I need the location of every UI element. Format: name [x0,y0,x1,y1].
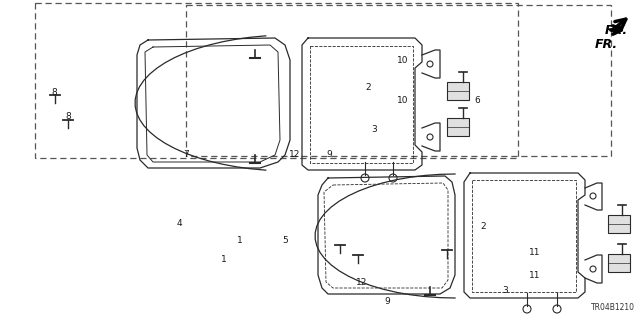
Text: 10: 10 [397,96,409,105]
Text: FR.: FR. [605,24,628,37]
Bar [447,82,469,100]
Text: 4: 4 [177,219,182,228]
Text: TR04B1210: TR04B1210 [591,303,635,312]
Text: 6: 6 [474,96,479,105]
Bar [447,118,469,136]
Text: FR.: FR. [595,38,618,51]
Text: 1: 1 [221,256,227,264]
Text: 3: 3 [372,125,377,134]
Text: 2: 2 [365,83,371,92]
Text: 12: 12 [356,278,367,287]
Text: 1: 1 [237,236,243,245]
Text: 10: 10 [397,56,409,65]
Bar [186,5,611,156]
Text: 7: 7 [183,150,188,159]
Bar [608,215,630,233]
Text: 3: 3 [503,286,508,295]
Text: 8: 8 [52,88,57,97]
Text: 9: 9 [385,297,390,306]
Text: 2: 2 [481,222,486,231]
Bar [35,3,518,158]
Bar [608,254,630,272]
Text: 9: 9 [327,150,332,159]
Text: 8: 8 [66,112,71,121]
Text: 12: 12 [289,150,300,159]
Text: 5: 5 [282,236,287,245]
Text: 11: 11 [529,271,540,280]
Text: 11: 11 [529,248,540,256]
